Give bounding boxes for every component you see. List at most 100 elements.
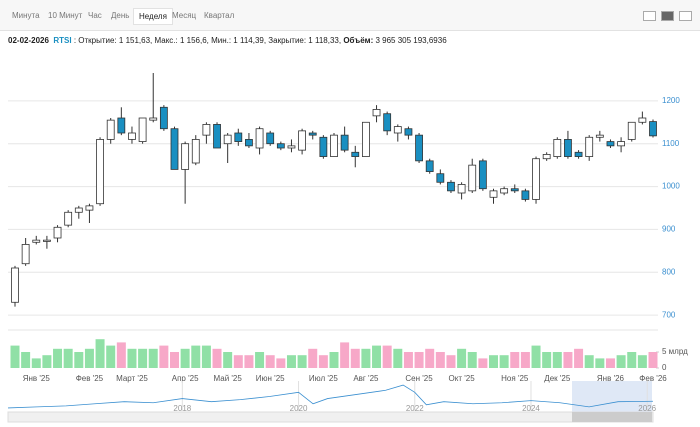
candle-body: [468, 164, 477, 192]
candle-body: [74, 207, 83, 213]
candle-body: [585, 136, 594, 157]
symbol: RTSI: [53, 36, 72, 45]
volume-bar: [414, 352, 424, 368]
tab[interactable]: Неделя: [133, 8, 173, 25]
x-tick-label: Дек '25: [544, 374, 571, 383]
volume-bar: [520, 352, 530, 368]
candle-body: [202, 124, 211, 136]
volume-bar: [84, 348, 94, 368]
x-tick-label: Янв '25: [23, 374, 51, 383]
candle-body: [436, 173, 445, 183]
volume-bar: [265, 355, 275, 368]
volume-bar: [361, 348, 371, 368]
volume-bar: [212, 348, 222, 368]
ohlc: : Открытие: 1 151,63, Макс.: 1 156,6, Ми…: [73, 36, 342, 45]
volume-bar: [191, 345, 201, 368]
volume-bar: [510, 352, 520, 368]
volume-bar: [148, 348, 158, 368]
candle-body: [191, 139, 200, 164]
volume-bar: [223, 352, 233, 368]
volume-bar: [233, 355, 243, 368]
toolbar: Минута 10 Минут Час День Неделя Месяц Кв…: [0, 0, 700, 31]
candle-body: [500, 188, 509, 194]
candle-body: [255, 128, 264, 149]
candle-body: [521, 190, 530, 200]
candle-body: [85, 205, 94, 211]
y-tick-label: 1000: [662, 182, 680, 191]
info-line: 02-02-2026 RTSI : Открытие: 1 151,63, Ма…: [8, 36, 447, 45]
candle-body: [415, 134, 423, 162]
scrollbar-thumb[interactable]: [572, 412, 652, 422]
volume-bar: [276, 358, 286, 368]
volume-bar: [584, 355, 594, 368]
candle-body: [447, 181, 455, 192]
volume-bar: [329, 352, 339, 368]
tab[interactable]: Минута: [12, 11, 40, 20]
candle-body: [266, 132, 275, 145]
tab[interactable]: 10 Минут: [48, 11, 83, 20]
scrollbar[interactable]: [7, 411, 654, 423]
x-tick-label: 2022: [406, 404, 424, 413]
candle-body: [564, 139, 572, 157]
volume-bar: [350, 348, 360, 368]
candle-body: [457, 184, 466, 194]
candle-body: [638, 117, 647, 123]
volume-bar: [425, 348, 435, 368]
volume-bar: [595, 358, 605, 368]
tab[interactable]: Месяц: [172, 11, 197, 20]
x-tick-label: 2020: [290, 404, 308, 413]
y-tick-label: 800: [662, 267, 676, 276]
candle-body: [117, 117, 126, 134]
candle-body: [64, 211, 73, 226]
navigator-selection[interactable]: [572, 381, 652, 412]
volume-bar: [435, 352, 445, 368]
candle-body: [372, 109, 381, 117]
x-tick-label: Март '25: [116, 374, 148, 383]
candle-body: [542, 154, 551, 160]
candle-body: [149, 117, 158, 121]
volume-bar: [53, 348, 63, 368]
line-chart-icon[interactable]: [643, 11, 656, 21]
volume-bar: [531, 345, 541, 368]
tab[interactable]: День: [111, 11, 130, 20]
x-tick-label: Июл '25: [309, 374, 338, 383]
volume: 3 965 305 193,6936: [375, 36, 447, 45]
volume-bar: [489, 355, 498, 368]
ohlc-chart-icon[interactable]: [679, 11, 692, 21]
volume-bar: [21, 352, 31, 368]
volume-bar: [382, 345, 392, 368]
volume-bar: [116, 342, 126, 368]
volume-bar: [542, 352, 552, 368]
volume-bar: [244, 355, 254, 368]
candle-body: [574, 151, 583, 157]
volume-bar: [95, 339, 105, 368]
volume-bar: [340, 342, 350, 368]
volume-bar: [393, 348, 403, 368]
candle-body: [21, 244, 30, 265]
candle-body: [649, 121, 657, 137]
candle-body: [159, 106, 168, 130]
volume-bar: [574, 348, 584, 368]
volume-bar: [106, 345, 116, 368]
navigator-line: [7, 384, 654, 409]
x-tick-label: Янв '26: [597, 374, 625, 383]
candle-body: [425, 160, 434, 172]
tab[interactable]: Квартал: [204, 11, 235, 20]
volume-bar: [74, 352, 84, 368]
y-tick-label: 900: [662, 225, 676, 234]
volume-bar: [170, 352, 179, 368]
candle-body: [138, 117, 147, 142]
volume-bar: [372, 345, 382, 368]
candle-body: [489, 190, 498, 198]
candle-body: [276, 143, 285, 149]
candle-body: [393, 126, 402, 134]
x-tick-label: Апр '25: [172, 374, 199, 383]
candle-body: [308, 132, 317, 136]
candle-body: [319, 136, 328, 157]
x-tick-label: 2026: [638, 404, 656, 413]
candle-body: [245, 139, 253, 147]
candle-body: [11, 267, 19, 303]
candle-chart-icon[interactable]: [661, 11, 674, 21]
tab[interactable]: Час: [88, 11, 102, 20]
